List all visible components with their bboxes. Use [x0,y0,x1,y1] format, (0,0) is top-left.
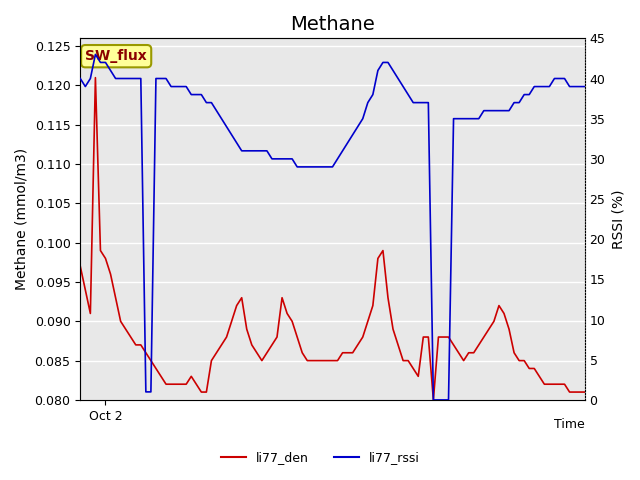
Y-axis label: Methane (mmol/m3): Methane (mmol/m3) [15,148,29,290]
Text: SW_flux: SW_flux [85,49,147,63]
Title: Methane: Methane [290,15,375,34]
Text: Time: Time [554,418,585,431]
Legend: li77_den, li77_rssi: li77_den, li77_rssi [216,446,424,469]
Y-axis label: RSSI (%): RSSI (%) [611,190,625,249]
